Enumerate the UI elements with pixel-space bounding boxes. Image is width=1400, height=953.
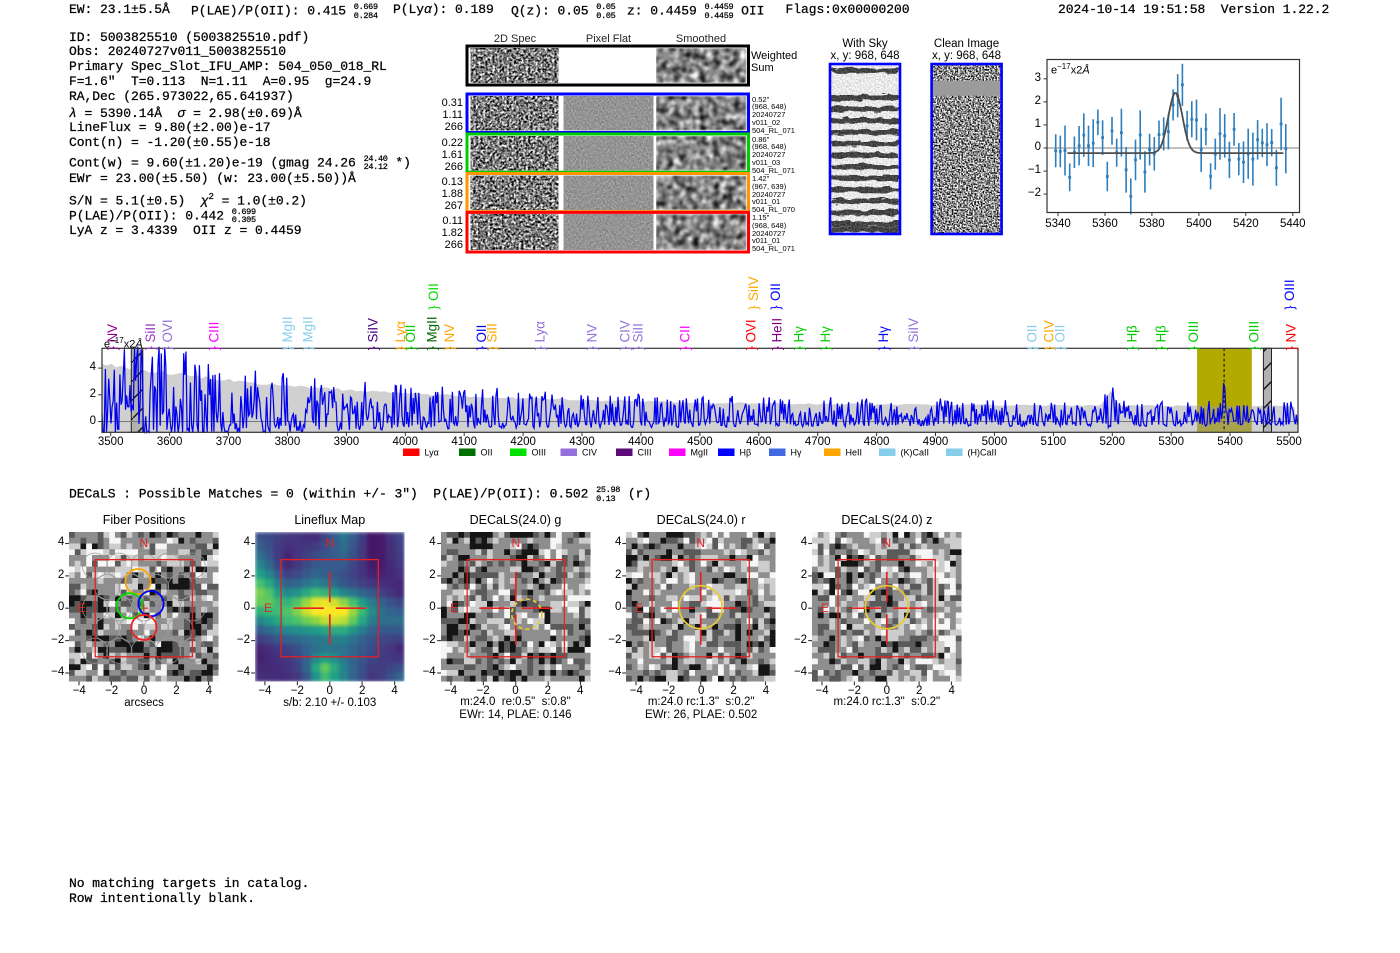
svg-text:OIII: OIII (532, 448, 547, 458)
svg-text:OII: OII (1053, 325, 1068, 343)
svg-text:OVI: OVI (743, 319, 758, 342)
svg-text:}: } (678, 346, 692, 350)
svg-text:NV: NV (584, 324, 599, 343)
svg-text:}: } (161, 346, 175, 350)
svg-text:MgII: MgII (691, 448, 709, 458)
svg-text:E: E (264, 601, 272, 615)
svg-text:Hβ: Hβ (1124, 325, 1139, 343)
svg-text:Hγ: Hγ (791, 448, 802, 458)
svg-text:Lyα: Lyα (425, 448, 439, 458)
svg-text:}: } (443, 346, 457, 350)
svg-text:}: } (1026, 346, 1040, 350)
svg-text:CIII: CIII (638, 448, 652, 458)
svg-text:}: } (585, 346, 599, 350)
svg-text:}: } (747, 306, 761, 310)
svg-text:Hβ: Hβ (740, 448, 752, 458)
svg-text:}: } (771, 346, 785, 350)
svg-text:}: } (404, 346, 418, 350)
svg-text:}: } (207, 346, 221, 350)
svg-text:NV: NV (1284, 324, 1299, 343)
svg-text:OII: OII (481, 448, 493, 458)
svg-text:MgII: MgII (425, 316, 440, 342)
svg-text:(H)CaII: (H)CaII (968, 448, 997, 458)
svg-text:OIII: OIII (1282, 279, 1297, 301)
svg-text:SiIV: SiIV (365, 318, 380, 343)
svg-text:CIV: CIV (582, 448, 597, 458)
svg-text:}: } (769, 306, 783, 310)
svg-text:SiII: SiII (485, 323, 500, 342)
svg-text:}: } (534, 346, 548, 350)
svg-text:(K)CaII: (K)CaII (901, 448, 930, 458)
svg-text:}: } (1043, 346, 1057, 350)
svg-text:}: } (301, 346, 315, 350)
svg-text:Hγ: Hγ (792, 326, 807, 343)
svg-text:CIV: CIV (617, 320, 632, 342)
svg-text:OIII: OIII (1247, 321, 1262, 343)
svg-text:N: N (511, 536, 520, 550)
svg-text:}: } (281, 346, 295, 350)
svg-text:}: } (1054, 346, 1068, 350)
svg-text:SiII: SiII (631, 323, 646, 342)
svg-text:E: E (821, 601, 829, 615)
svg-text:OII: OII (768, 283, 783, 301)
svg-text:OII: OII (1025, 325, 1040, 343)
svg-text:}: } (1248, 346, 1262, 350)
svg-text:}: } (1125, 346, 1139, 350)
svg-text:}: } (106, 346, 120, 350)
svg-text:OII: OII (403, 325, 418, 343)
svg-text:Hγ: Hγ (818, 326, 833, 343)
svg-text:}: } (366, 346, 380, 350)
svg-text:Hγ: Hγ (876, 326, 891, 343)
svg-text:}: } (1187, 346, 1201, 350)
svg-text:Hβ: Hβ (1153, 325, 1168, 343)
svg-text:NV: NV (442, 324, 457, 343)
svg-text:}: } (907, 346, 921, 350)
svg-text:Lyα: Lyα (533, 321, 548, 343)
svg-text:}: } (144, 346, 158, 350)
svg-text:CIII: CIII (206, 322, 221, 343)
svg-text:SiIV: SiIV (906, 318, 921, 343)
svg-text:}: } (1285, 346, 1299, 350)
svg-text:Lyα: Lyα (393, 321, 408, 343)
svg-text:}: } (618, 346, 632, 350)
svg-text:}: } (819, 346, 833, 350)
svg-text:}: } (426, 346, 440, 350)
svg-text:CII: CII (677, 325, 692, 342)
svg-text:N: N (883, 536, 892, 550)
svg-text:E: E (635, 601, 643, 615)
svg-text:}: } (744, 346, 758, 350)
svg-text:N: N (325, 536, 334, 550)
svg-text:NV: NV (105, 324, 120, 343)
svg-text:OVI: OVI (160, 319, 175, 342)
svg-text:HeII: HeII (846, 448, 863, 458)
svg-text:}: } (632, 346, 646, 350)
svg-text:SiIV: SiIV (746, 276, 761, 301)
svg-text:}: } (877, 346, 891, 350)
svg-text:}: } (486, 346, 500, 350)
svg-text:OII: OII (474, 325, 489, 343)
svg-text:}: } (394, 346, 408, 350)
svg-text:}: } (475, 346, 489, 350)
svg-text:E: E (450, 601, 458, 615)
svg-text:SiII: SiII (143, 323, 158, 342)
svg-text:HeII: HeII (770, 318, 785, 343)
svg-text:}: } (793, 346, 807, 350)
svg-text:OII: OII (426, 283, 441, 301)
svg-text:E: E (78, 601, 86, 615)
svg-text:MgII: MgII (280, 316, 295, 342)
svg-text:}: } (1154, 346, 1168, 350)
svg-text:N: N (140, 536, 149, 550)
svg-text:N: N (697, 536, 706, 550)
svg-text:}: } (427, 306, 441, 310)
svg-text:MgII: MgII (300, 316, 315, 342)
svg-text:CIV: CIV (1042, 320, 1057, 342)
svg-text:}: } (1283, 306, 1297, 310)
svg-text:OIII: OIII (1186, 321, 1201, 343)
